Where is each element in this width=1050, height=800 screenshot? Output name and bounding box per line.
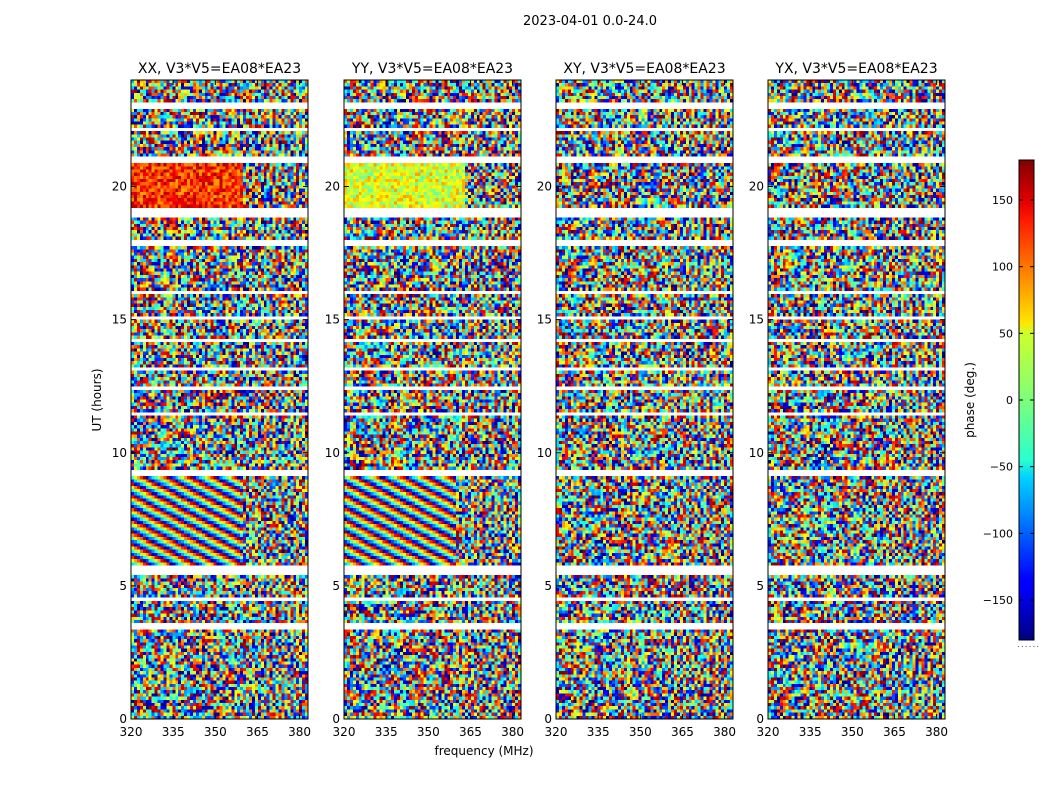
- x-tick-label: 320: [120, 725, 143, 739]
- panel-1: XX, V3*V5=EA08*EA23 320 335 350 365 380 0 5 10 15…: [112, 61, 311, 739]
- x-tick-label: 380: [925, 725, 948, 739]
- y-tick-label: 10: [112, 446, 127, 460]
- panel-title: YX, V3*V5=EA08*EA23: [774, 61, 937, 77]
- y-tick-label: 10: [537, 446, 552, 460]
- y-tick-label: 15: [749, 313, 764, 327]
- y-tick-label: 15: [325, 313, 340, 327]
- colorbar-tick-label: 0: [1006, 394, 1013, 407]
- heatmap-cells: [768, 80, 945, 719]
- heatmap-cells: [131, 80, 308, 719]
- panel-frame: [767, 79, 946, 720]
- x-axis-label: frequency (MHz): [434, 744, 534, 758]
- y-tick-label: 10: [749, 446, 764, 460]
- colorbar-tick-label: 100: [992, 261, 1013, 274]
- y-tick-label: 15: [112, 313, 127, 327]
- figure-title: 2023-04-01 0.0-24.0: [523, 14, 657, 29]
- x-tick-label: 350: [417, 725, 440, 739]
- y-tick-label: 20: [325, 180, 340, 194]
- y-tick-label: 5: [544, 579, 552, 593]
- panel-title: YY, V3*V5=EA08*EA23: [351, 61, 513, 77]
- y-tick-label: 0: [756, 712, 764, 726]
- y-tick-label: 0: [544, 712, 552, 726]
- y-axis-label: UT (hours): [90, 368, 104, 432]
- x-tick-label: 380: [501, 725, 524, 739]
- colorbar-tick-label: 50: [999, 327, 1013, 340]
- panel-title: XY, V3*V5=EA08*EA23: [563, 61, 725, 77]
- panel-frame: [343, 79, 522, 720]
- x-tick-label: 380: [288, 725, 311, 739]
- panel-title: XX, V3*V5=EA08*EA23: [138, 61, 301, 77]
- panel-4: YX, V3*V5=EA08*EA23 320 335 350 365 380 0 5 10 15…: [749, 61, 948, 739]
- y-tick-label: 10: [325, 446, 340, 460]
- x-tick-label: 335: [587, 725, 610, 739]
- panel-2: YY, V3*V5=EA08*EA23 320 335 350 365 380 0 5 10 15…: [325, 61, 524, 739]
- colorbar-tick-label: −50: [990, 461, 1013, 474]
- x-tick-label: 320: [545, 725, 568, 739]
- panel-frame: [555, 79, 734, 720]
- heatmap-cells: [556, 80, 733, 719]
- x-tick-label: 335: [799, 725, 822, 739]
- x-tick-label: 320: [333, 725, 356, 739]
- x-tick-label: 320: [757, 725, 780, 739]
- x-tick-label: 365: [459, 725, 482, 739]
- y-tick-label: 5: [119, 579, 127, 593]
- y-tick-label: 5: [332, 579, 340, 593]
- panel-3: XY, V3*V5=EA08*EA23 320 335 350 365 380 0 5 10 15…: [537, 61, 736, 739]
- colorbar-tick-label: 150: [992, 194, 1013, 207]
- y-tick-label: 15: [537, 313, 552, 327]
- x-tick-label: 335: [375, 725, 398, 739]
- x-tick-label: 350: [629, 725, 652, 739]
- x-tick-label: 365: [883, 725, 906, 739]
- colorbar: −150 −100 −50 0 50 100 150: [983, 159, 1035, 641]
- x-tick-label: 335: [162, 725, 185, 739]
- y-tick-label: 5: [756, 579, 764, 593]
- y-tick-label: 20: [749, 180, 764, 194]
- colorbar-tick-label: −100: [983, 527, 1013, 540]
- x-tick-label: 365: [246, 725, 269, 739]
- panel-frame: [130, 79, 309, 720]
- x-tick-label: 380: [713, 725, 736, 739]
- colorbar-tick-label: −150: [983, 594, 1013, 607]
- y-tick-label: 20: [112, 180, 127, 194]
- x-tick-label: 350: [204, 725, 227, 739]
- x-tick-label: 350: [841, 725, 864, 739]
- colorbar-label: phase (deg.): [963, 362, 977, 438]
- x-tick-label: 365: [671, 725, 694, 739]
- y-tick-label: 0: [119, 712, 127, 726]
- colorbar-dots: ......: [1017, 640, 1041, 650]
- y-tick-label: 20: [537, 180, 552, 194]
- heatmap-cells: [344, 80, 521, 719]
- y-tick-label: 0: [332, 712, 340, 726]
